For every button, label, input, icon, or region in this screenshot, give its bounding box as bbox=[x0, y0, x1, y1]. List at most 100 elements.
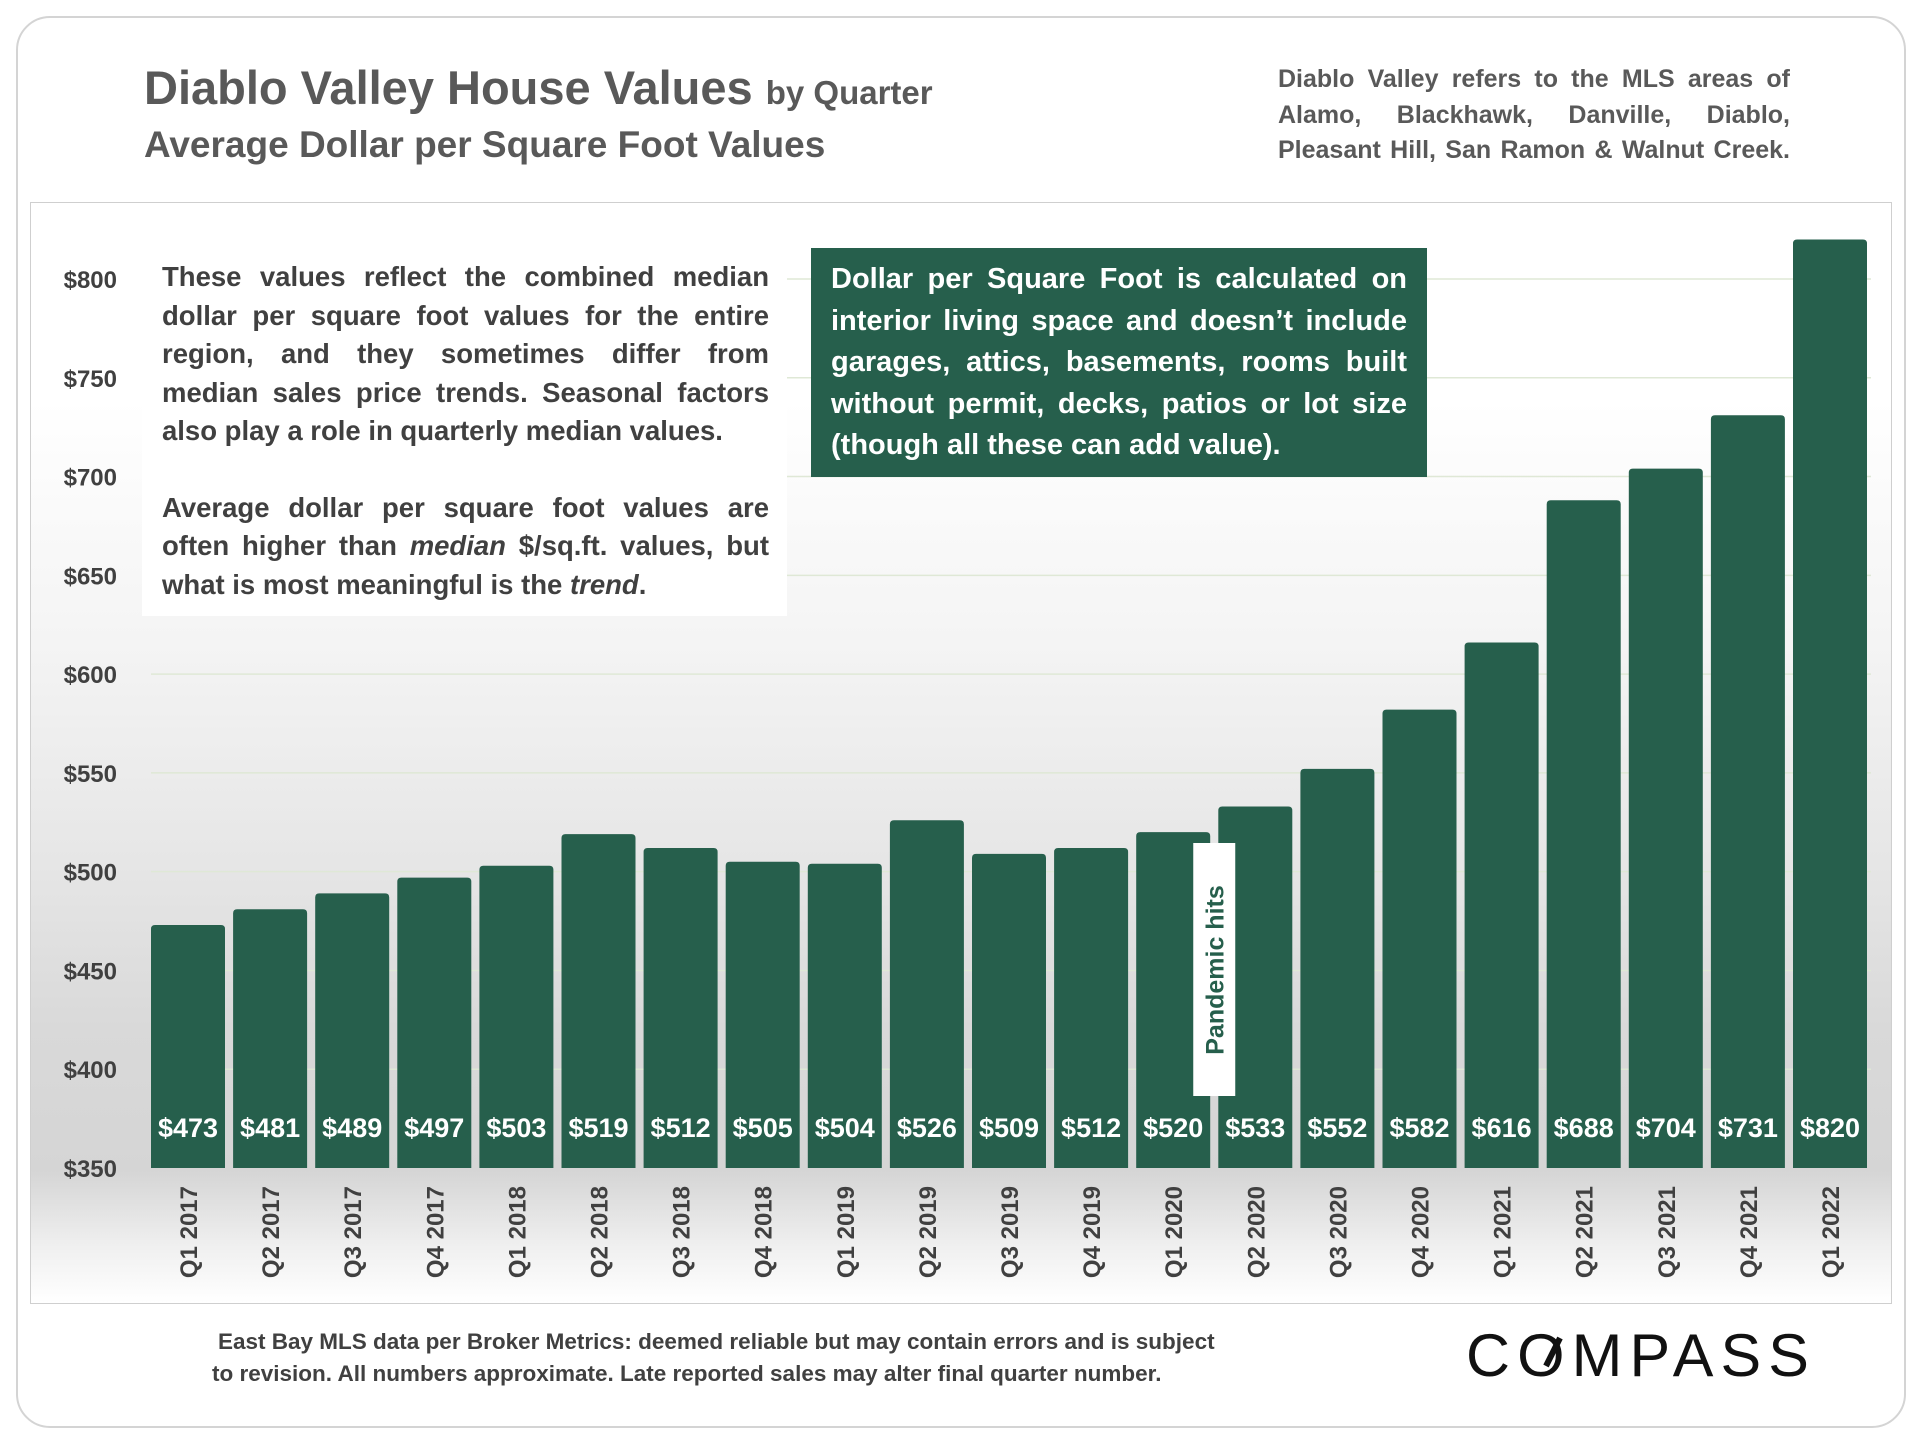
data-source-note: East Bay MLS data per Broker Metrics: de… bbox=[212, 1326, 1272, 1390]
bar-value-label: $497 bbox=[404, 1113, 464, 1143]
chart-subtitle: Average Dollar per Square Foot Values bbox=[144, 124, 826, 165]
x-tick-label: Q2 2018 bbox=[587, 1186, 614, 1278]
note-emphasis: trend bbox=[569, 568, 639, 600]
bar bbox=[1628, 468, 1703, 1169]
definition-line: interior living space and doesn’t includ… bbox=[831, 304, 1407, 337]
x-tick-label: Q1 2020 bbox=[1161, 1186, 1188, 1278]
bar-value-label: $481 bbox=[240, 1113, 300, 1143]
definition-line: without permit, decks, patios or lot siz… bbox=[831, 387, 1407, 420]
region-note: Diablo Valley refers to the MLS areas of… bbox=[1278, 62, 1790, 169]
x-tick-label: Q4 2019 bbox=[1079, 1186, 1106, 1278]
annotations: Pandemic hits bbox=[1193, 843, 1236, 1096]
bar-value-label: $505 bbox=[733, 1113, 793, 1143]
definition-line: (though all these can add value). bbox=[831, 429, 1281, 461]
bar-value-label: $504 bbox=[815, 1113, 875, 1143]
x-tick-label: Q3 2019 bbox=[997, 1186, 1024, 1278]
x-tick-label: Q4 2018 bbox=[751, 1186, 778, 1278]
bar bbox=[1464, 642, 1539, 1168]
bars bbox=[151, 239, 1867, 1169]
bar-value-label: $704 bbox=[1636, 1113, 1696, 1143]
bar-value-label: $820 bbox=[1800, 1113, 1860, 1143]
definition-line: garages, attics, basements, rooms built bbox=[831, 346, 1407, 378]
compass-wordmark: COMPASS bbox=[1466, 1322, 1816, 1386]
y-tick-label: $350 bbox=[64, 1156, 117, 1183]
bar bbox=[1546, 500, 1621, 1168]
bar-value-label: $519 bbox=[568, 1113, 628, 1143]
bar bbox=[1054, 847, 1129, 1168]
bar bbox=[972, 853, 1046, 1168]
bar-value-label: $582 bbox=[1389, 1113, 1449, 1143]
y-tick-label: $800 bbox=[64, 267, 117, 294]
methodology-note: These values reflect the combined median… bbox=[142, 256, 787, 616]
bar bbox=[315, 893, 390, 1168]
bar bbox=[725, 861, 800, 1168]
chart-title-main: Diablo Valley House Values bbox=[144, 61, 753, 114]
y-tick-label: $600 bbox=[64, 662, 117, 689]
bar-value-label: $503 bbox=[486, 1113, 546, 1143]
note-text: . bbox=[638, 568, 647, 600]
annotation-background bbox=[1193, 843, 1236, 1096]
x-axis: Q1 2017 Q2 2017 Q3 2017 Q4 2017 Q1 2018 Q2 20… bbox=[176, 1186, 1845, 1278]
bar bbox=[1300, 768, 1375, 1168]
bar-value-label: $473 bbox=[158, 1113, 218, 1143]
y-tick-label: $500 bbox=[64, 860, 117, 887]
bar bbox=[397, 877, 472, 1168]
region-note-line: Diablo Valley refers to the MLS areas of bbox=[1278, 65, 1790, 93]
definition-line: Dollar per Square Foot is calculated on bbox=[831, 263, 1407, 295]
region-note-line: Alamo, Blackhawk, Danville, Diablo, bbox=[1278, 100, 1790, 129]
dollar-per-sqft-definition: Dollar per Square Foot is calculated on … bbox=[811, 248, 1427, 477]
region-note-line: Pleasant Hill, San Ramon & Walnut Creek. bbox=[1278, 136, 1790, 164]
bar-value-label: $512 bbox=[651, 1113, 711, 1143]
bar-value-label: $688 bbox=[1554, 1113, 1614, 1143]
bar bbox=[889, 820, 964, 1168]
bar bbox=[561, 834, 636, 1168]
x-tick-label: Q1 2022 bbox=[1818, 1186, 1845, 1278]
data-labels: $473 $481 $489 $497 $503 $519 $512 $505 $504 $526… bbox=[158, 1113, 1860, 1143]
x-tick-label: Q3 2018 bbox=[669, 1186, 696, 1278]
bar-value-label: $533 bbox=[1225, 1113, 1285, 1143]
source-line: to revision. All numbers approximate. La… bbox=[212, 1361, 1162, 1386]
bar-value-label: $552 bbox=[1307, 1113, 1367, 1143]
x-tick-label: Q3 2020 bbox=[1325, 1186, 1352, 1278]
pandemic-annotation: Pandemic hits bbox=[1201, 885, 1229, 1055]
bar-value-label: $512 bbox=[1061, 1113, 1121, 1143]
x-tick-label: Q3 2017 bbox=[340, 1186, 367, 1278]
note-text: Average dollar per square foot values ar… bbox=[162, 491, 769, 562]
y-tick-label: $700 bbox=[64, 465, 117, 492]
y-tick-label: $400 bbox=[64, 1057, 117, 1084]
source-line: East Bay MLS data per Broker Metrics: de… bbox=[218, 1329, 1215, 1354]
x-tick-label: Q3 2021 bbox=[1654, 1186, 1681, 1278]
x-tick-label: Q2 2020 bbox=[1243, 1186, 1270, 1278]
chart-title-suffix: by Quarter bbox=[765, 74, 933, 111]
bar bbox=[1793, 239, 1867, 1168]
x-tick-label: Q1 2018 bbox=[504, 1186, 531, 1278]
x-tick-label: Q2 2017 bbox=[258, 1186, 285, 1278]
bar bbox=[151, 925, 225, 1168]
x-tick-label: Q4 2020 bbox=[1408, 1186, 1435, 1278]
x-tick-label: Q2 2021 bbox=[1572, 1186, 1599, 1278]
bar bbox=[643, 847, 718, 1168]
bar-value-label: $616 bbox=[1472, 1113, 1532, 1143]
bar bbox=[479, 865, 554, 1168]
bar-value-label: $520 bbox=[1143, 1113, 1203, 1143]
y-tick-label: $450 bbox=[64, 958, 117, 985]
compass-needle-icon bbox=[1543, 1336, 1563, 1368]
bar bbox=[233, 909, 308, 1168]
chart-title: Diablo Valley House Values by Quarter bbox=[144, 60, 933, 121]
bar bbox=[807, 863, 882, 1168]
note-emphasis: median bbox=[409, 530, 506, 561]
x-tick-label: Q4 2017 bbox=[422, 1186, 449, 1278]
note-text: $/sq.ft. values, but what is most meanin… bbox=[162, 530, 769, 600]
bar bbox=[1136, 832, 1211, 1168]
bar bbox=[1382, 709, 1457, 1168]
y-axis: $350 $400 $450 $500 $550 $600 $650 $700 $750 $800 bbox=[64, 267, 117, 1183]
bar-value-label: $526 bbox=[897, 1113, 957, 1143]
bar-chart: $350 $400 $450 $500 $550 $600 $650 $700 $750 $800… bbox=[64, 239, 1871, 1278]
methodology-note-p1: These values reflect the combined median… bbox=[162, 261, 769, 446]
bar bbox=[1710, 415, 1785, 1168]
methodology-note-p2: Average dollar per square foot values ar… bbox=[162, 489, 769, 605]
compass-logo: COMPASS bbox=[1466, 1322, 1816, 1386]
x-tick-label: Q2 2019 bbox=[915, 1186, 942, 1278]
y-tick-label: $750 bbox=[64, 366, 117, 393]
x-tick-label: Q1 2017 bbox=[176, 1186, 203, 1278]
